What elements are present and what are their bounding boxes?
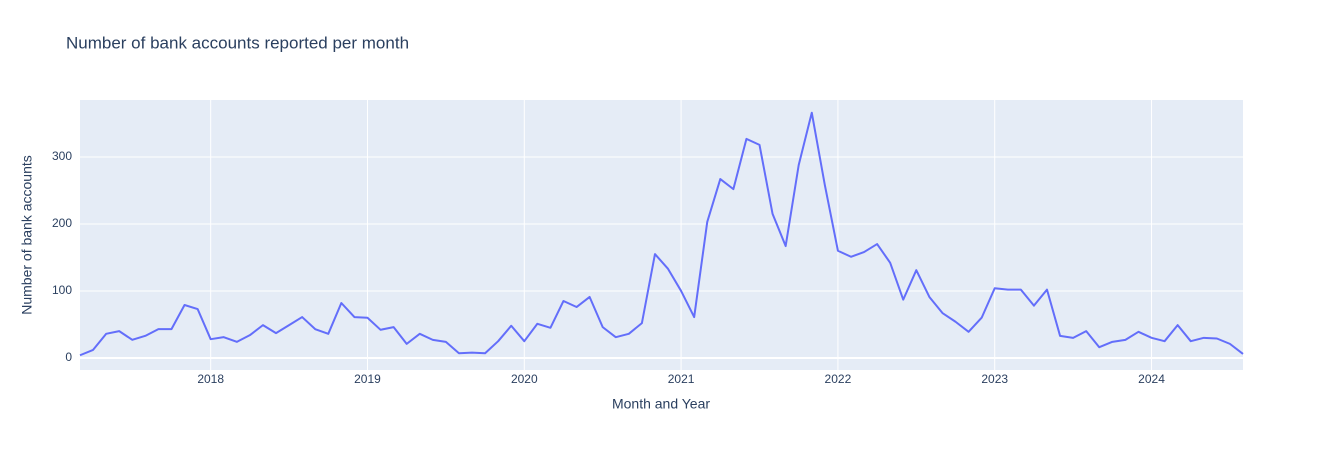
y-axis-title: Number of bank accounts xyxy=(19,155,35,315)
y-tick-label: 300 xyxy=(52,149,72,163)
x-tick-label: 2023 xyxy=(981,372,1008,386)
x-tick-label: 2022 xyxy=(825,372,852,386)
x-tick-label: 2024 xyxy=(1138,372,1165,386)
chart-title: Number of bank accounts reported per mon… xyxy=(66,33,409,52)
y-tick-label: 100 xyxy=(52,283,72,297)
x-tick-label: 2019 xyxy=(354,372,381,386)
plot-background xyxy=(80,100,1243,370)
x-tick-label: 2021 xyxy=(668,372,695,386)
data-line xyxy=(79,111,1244,357)
y-tick-label: 200 xyxy=(52,216,72,230)
y-tick-label: 0 xyxy=(65,350,72,364)
x-tick-label: 2018 xyxy=(197,372,224,386)
x-axis-title: Month and Year xyxy=(612,396,710,412)
x-tick-label: 2020 xyxy=(511,372,538,386)
